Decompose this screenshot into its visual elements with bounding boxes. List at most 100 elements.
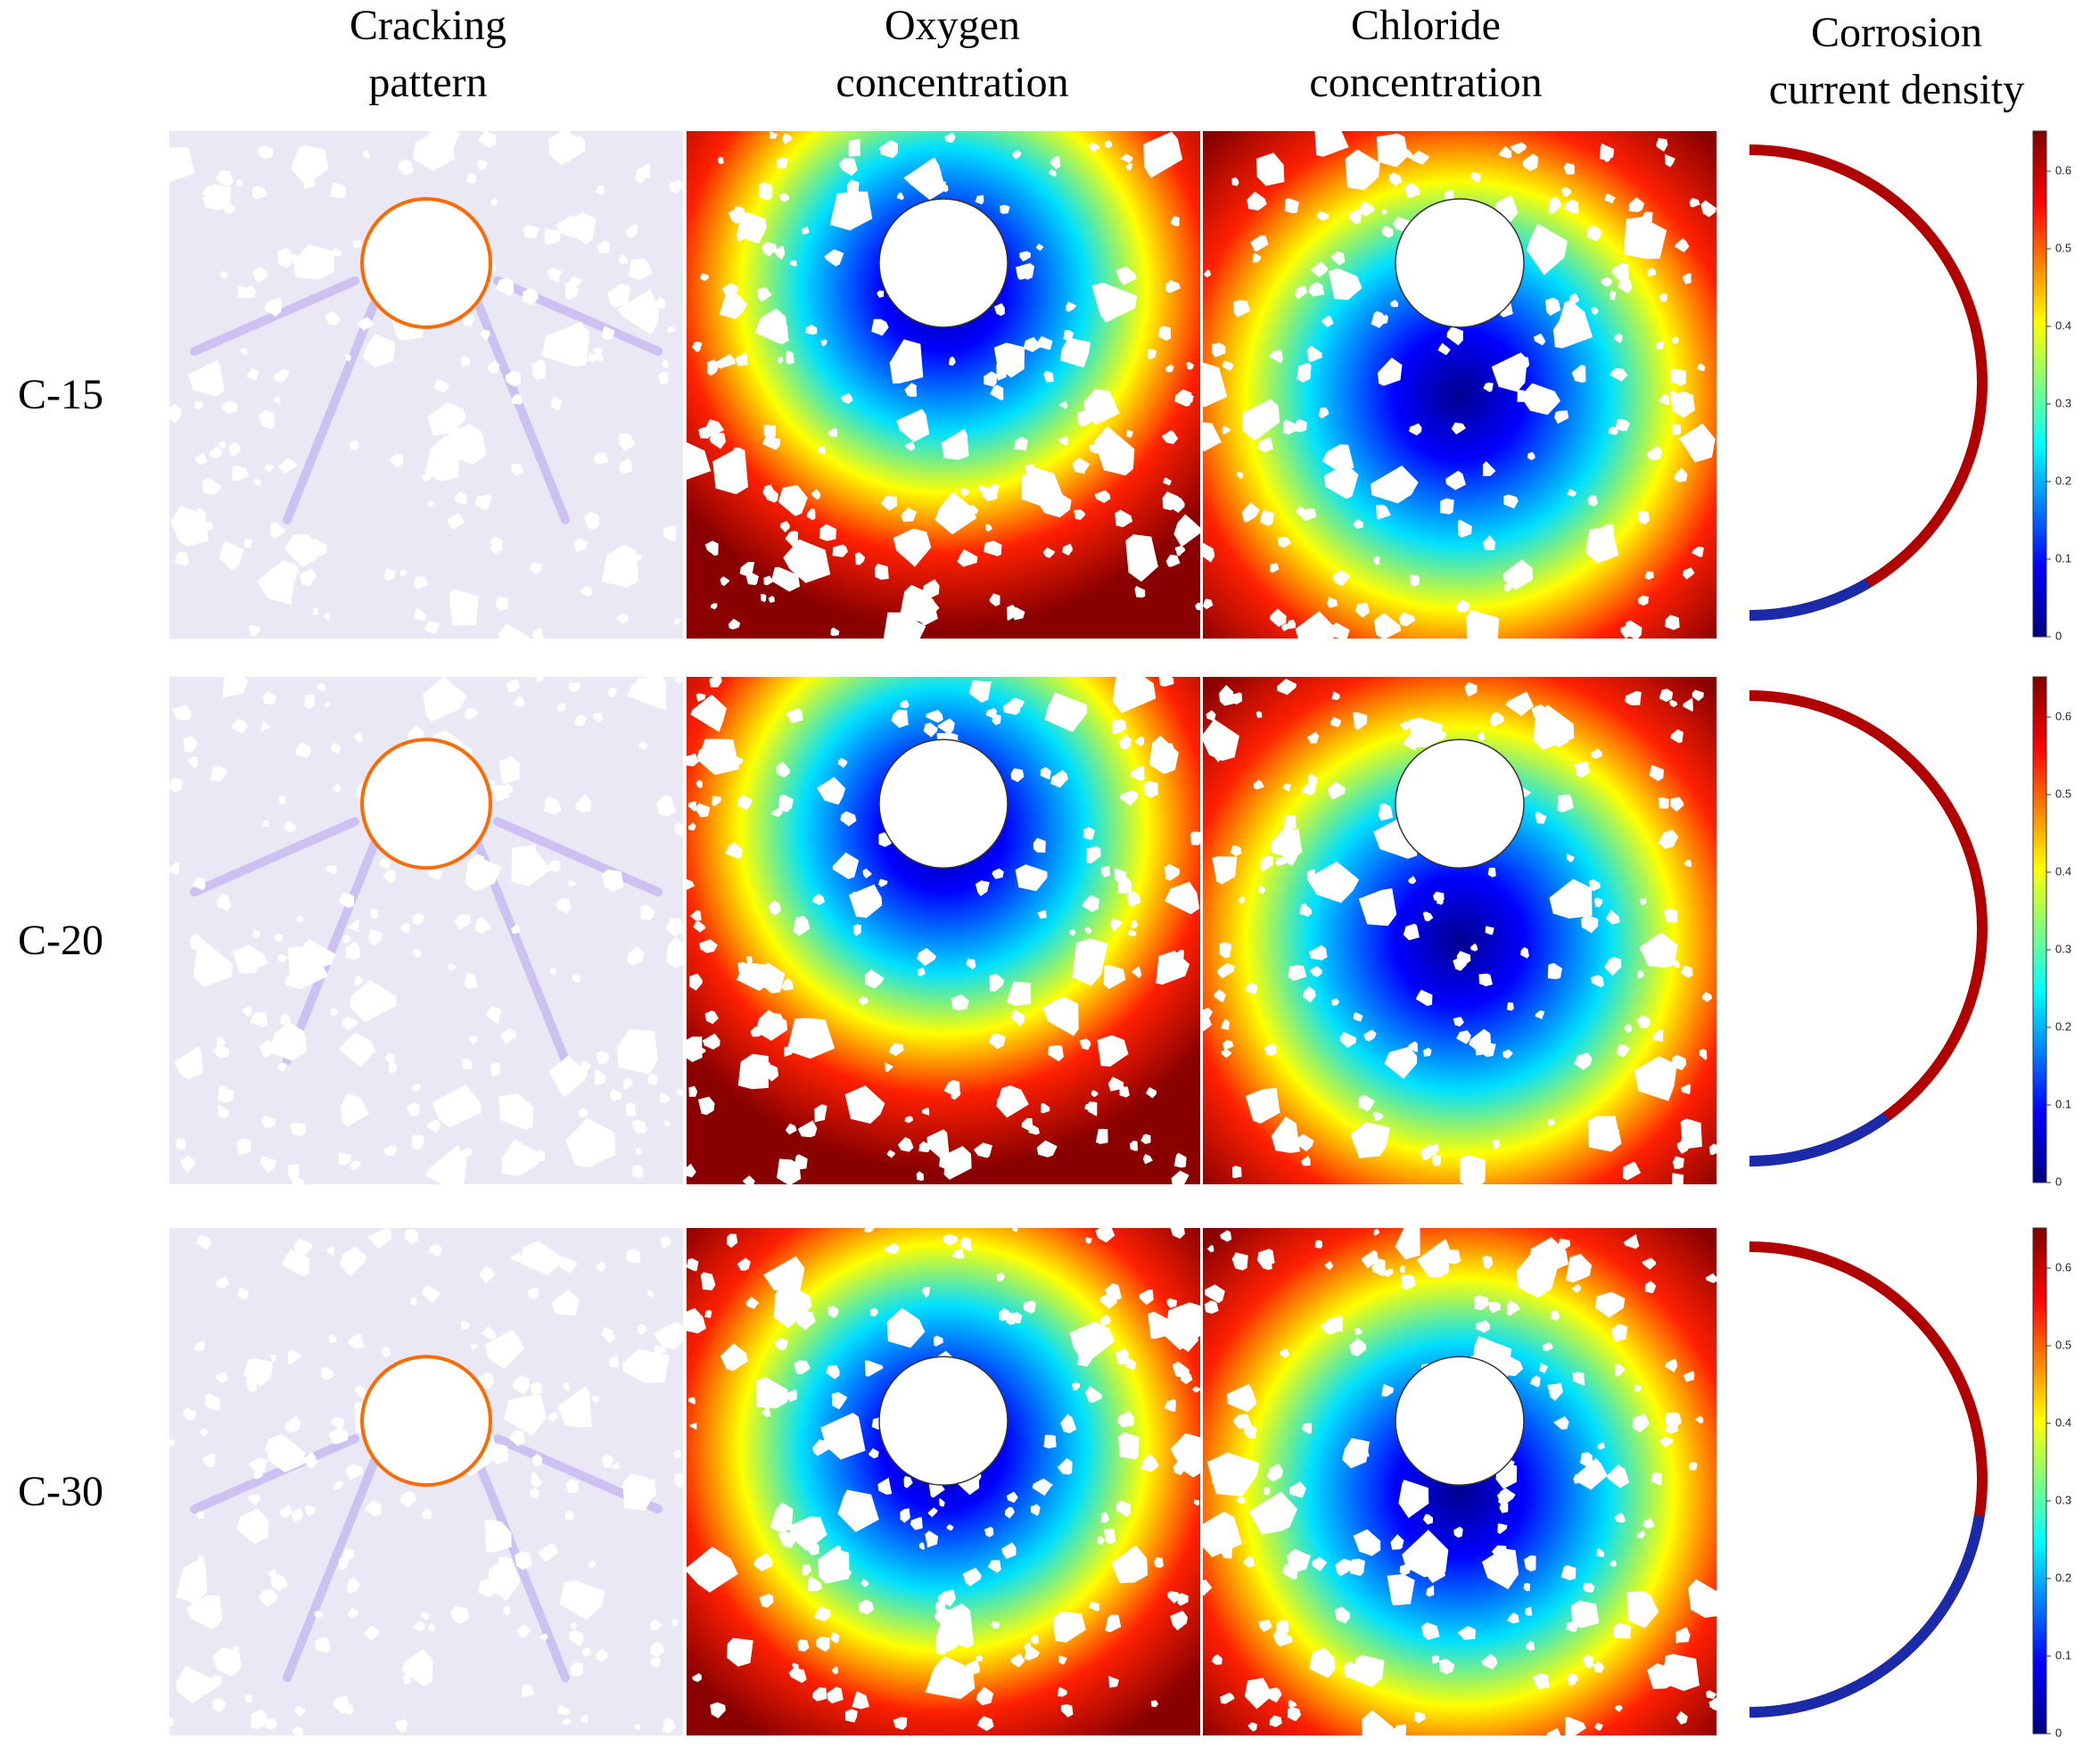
aggregate: [1665, 614, 1680, 631]
aggregate: [169, 777, 183, 793]
aggregate: [1503, 494, 1519, 509]
aggregate: [926, 1129, 950, 1158]
aggregate: [1682, 273, 1692, 284]
aggregate: [1547, 962, 1562, 979]
aggregate: [1214, 989, 1226, 1002]
aggregate: [1615, 418, 1631, 432]
aggregate: [176, 1138, 186, 1150]
aggregate: [1470, 172, 1481, 183]
colorbar-tick-label: 0.5: [2055, 787, 2071, 800]
aggregate: [1403, 733, 1417, 751]
aggregate: [1212, 856, 1238, 885]
aggregate: [1377, 358, 1403, 386]
aggregate: [1409, 423, 1422, 436]
aggregate: [1353, 1529, 1381, 1556]
aggregate: [1663, 908, 1678, 923]
aggregate: [1361, 1249, 1379, 1269]
aggregate: [1425, 1562, 1439, 1578]
aggregate: [478, 131, 497, 148]
aggregate: [550, 968, 557, 976]
aggregate: [844, 1085, 885, 1124]
aggregate: [1004, 1506, 1015, 1519]
aggregate: [243, 539, 252, 548]
aggregate: [570, 1621, 578, 1629]
aggregate: [905, 441, 916, 451]
aggregate: [719, 293, 747, 319]
aggregate: [1391, 156, 1404, 167]
aggregate: [257, 145, 273, 160]
aggregate: [848, 884, 883, 919]
aggregate: [1011, 697, 1025, 710]
aggregate: [1457, 519, 1472, 538]
aggregate: [662, 359, 669, 368]
colorbar-tick-label: 0: [2055, 1726, 2062, 1739]
aggregate: [325, 865, 337, 875]
aggregate: [771, 807, 783, 818]
aggregate: [1186, 361, 1194, 370]
aggregate: [513, 1375, 530, 1395]
aggregate: [1637, 1530, 1646, 1538]
aggregate: [1456, 951, 1471, 969]
aggregate: [278, 795, 286, 805]
aggregate: [990, 483, 999, 492]
aggregate: [976, 1655, 984, 1662]
aggregate: [367, 929, 383, 946]
crack: [283, 817, 388, 1066]
aggregate: [1042, 547, 1056, 558]
aggregate: [1582, 1654, 1593, 1669]
aggregate: [1277, 679, 1297, 696]
aggregate: [1142, 1458, 1151, 1468]
aggregate: [1607, 1464, 1630, 1488]
aggregate: [1269, 1715, 1282, 1727]
aggregate: [1572, 906, 1581, 916]
aggregate: [853, 924, 861, 936]
aggregate: [674, 823, 683, 837]
crack: [190, 817, 359, 897]
aggregate: [1281, 850, 1297, 866]
aggregate: [1678, 423, 1716, 463]
aggregate: [1498, 145, 1512, 159]
aggregate: [1060, 1414, 1077, 1434]
aggregate: [689, 973, 703, 991]
aggregate: [896, 408, 930, 442]
aggregate: [1024, 1645, 1041, 1661]
aggregate: [565, 1479, 579, 1494]
aggregate: [650, 1641, 665, 1657]
aggregate: [1010, 606, 1025, 621]
aggregate: [1675, 1710, 1688, 1725]
aggregate: [819, 523, 836, 541]
aggregate: [292, 1726, 303, 1735]
colorbar: [2032, 130, 2047, 638]
aggregate: [923, 722, 938, 738]
aggregate: [722, 283, 738, 300]
aggregate: [426, 1119, 441, 1133]
aggregate: [447, 513, 465, 530]
aggregate: [710, 1702, 726, 1719]
aggregate: [180, 1155, 196, 1173]
aggregate: [666, 937, 683, 969]
aggregate: [880, 495, 897, 511]
aggregate: [665, 918, 683, 937]
aggregate: [505, 370, 521, 387]
aggregate: [1047, 1045, 1064, 1062]
aggregate: [1669, 391, 1677, 399]
aggregate: [1307, 773, 1318, 786]
aggregate: [1437, 898, 1444, 905]
aggregate: [1600, 523, 1614, 539]
aggregate: [818, 1547, 850, 1584]
aggregate: [831, 1392, 848, 1410]
aggregate: [1524, 1555, 1536, 1572]
aggregate: [1349, 1338, 1367, 1356]
aggregate: [556, 898, 572, 913]
aggregate: [877, 290, 885, 298]
aggregate: [1527, 451, 1535, 460]
aggregate: [687, 801, 696, 812]
aggregate: [277, 247, 295, 268]
aggregate: [868, 1447, 879, 1459]
aggregate: [959, 487, 969, 497]
aggregate: [210, 766, 227, 782]
aggregate: [1011, 1009, 1025, 1026]
aggregate: [1637, 510, 1650, 525]
aggregate: [383, 869, 397, 884]
aggregate: [647, 1290, 654, 1298]
